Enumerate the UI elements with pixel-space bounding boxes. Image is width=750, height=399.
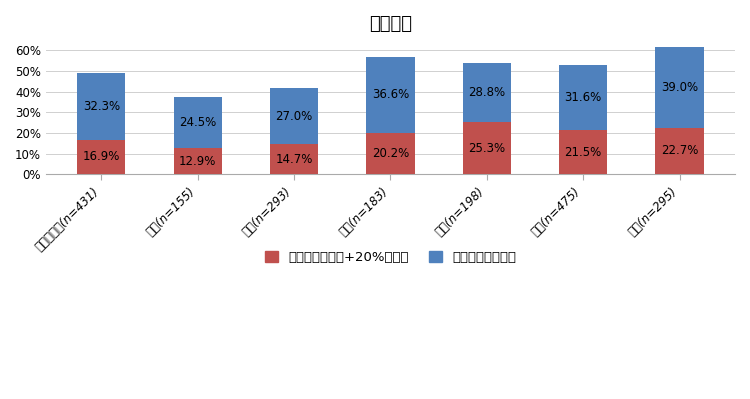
Text: 24.5%: 24.5% xyxy=(179,116,216,129)
Text: 22.7%: 22.7% xyxy=(661,144,698,158)
Bar xyxy=(559,130,608,174)
Text: 31.6%: 31.6% xyxy=(565,91,602,104)
Bar xyxy=(173,148,222,174)
Bar xyxy=(559,65,608,130)
Bar xyxy=(366,133,415,174)
Bar xyxy=(270,88,318,144)
Bar xyxy=(77,73,125,140)
Text: 16.9%: 16.9% xyxy=(82,150,120,164)
Text: 21.5%: 21.5% xyxy=(565,146,602,159)
Text: 36.6%: 36.6% xyxy=(372,88,409,101)
Bar xyxy=(656,128,704,174)
Bar xyxy=(366,57,415,133)
Text: 28.8%: 28.8% xyxy=(468,86,506,99)
Text: 25.3%: 25.3% xyxy=(468,142,506,155)
Bar xyxy=(656,47,704,128)
Bar xyxy=(463,122,511,174)
Legend: 増加している（+20%以上）, やや増加している: 増加している（+20%以上）, やや増加している xyxy=(260,245,521,269)
Text: 14.7%: 14.7% xyxy=(275,153,313,166)
Bar xyxy=(173,97,222,148)
Title: 経年劣化: 経年劣化 xyxy=(369,15,412,33)
Bar xyxy=(77,140,125,174)
Text: 20.2%: 20.2% xyxy=(372,147,409,160)
Text: 32.3%: 32.3% xyxy=(82,100,120,113)
Text: 39.0%: 39.0% xyxy=(661,81,698,94)
Bar xyxy=(463,63,511,122)
Text: 12.9%: 12.9% xyxy=(179,154,216,168)
Bar xyxy=(270,144,318,174)
Text: 27.0%: 27.0% xyxy=(275,110,313,122)
